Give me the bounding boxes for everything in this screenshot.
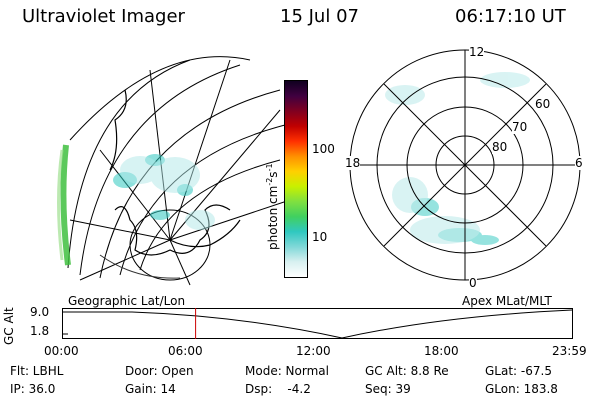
colorbar-unit-label: photon cm-2s-1 bbox=[265, 163, 280, 250]
polar-aurora-patch bbox=[471, 235, 499, 245]
limb-glow-outer bbox=[57, 149, 64, 261]
alt-ytick-1.8: 1.8 bbox=[30, 324, 50, 338]
alt-ytick-9: 9.0 bbox=[30, 305, 50, 319]
polar-diagonal bbox=[383, 83, 547, 247]
limb-glow bbox=[60, 144, 71, 266]
geo-meridian bbox=[169, 239, 191, 286]
geo-panel-label: Geographic Lat/Lon bbox=[68, 294, 186, 308]
geographic-map bbox=[57, 56, 291, 286]
geo-meridian bbox=[79, 239, 171, 281]
polar-panel-label: Apex MLat/MLT bbox=[462, 294, 552, 308]
mlat-label-80: 80 bbox=[492, 140, 508, 154]
geo-limb bbox=[69, 56, 251, 141]
geo-lat-arc bbox=[67, 59, 191, 269]
glon-info: GLon: 183.8 bbox=[485, 382, 558, 396]
mode-info: Mode: Normal bbox=[245, 364, 329, 378]
mlat-label-70: 70 bbox=[512, 120, 528, 134]
colorbar bbox=[284, 80, 308, 278]
dsp-info: Dsp: -4.2 bbox=[245, 382, 311, 396]
time-label: 06:17:10 UT bbox=[455, 6, 566, 27]
alt-xtick-1800: 18:00 bbox=[424, 344, 459, 358]
mlt-label-0: 0 bbox=[469, 276, 477, 290]
glat-info: GLat: -67.5 bbox=[485, 364, 552, 378]
alt-xtick-0000: 00:00 bbox=[44, 344, 79, 358]
filter-info: Flt: LBHL bbox=[10, 364, 64, 378]
alt-axis-title: GC Alt bbox=[2, 307, 16, 345]
door-info: Door: Open bbox=[125, 364, 194, 378]
geo-meridian bbox=[69, 219, 171, 241]
geo-path bbox=[99, 254, 181, 279]
mlt-label-12: 12 bbox=[469, 45, 485, 59]
geo-lat-arc bbox=[79, 64, 241, 276]
colorbar-tick-10: 10 bbox=[312, 230, 328, 244]
altitude-plot bbox=[62, 308, 573, 339]
mlt-label-18: 18 bbox=[345, 156, 361, 170]
gain-info: Gain: 14 bbox=[125, 382, 176, 396]
geo-meridian bbox=[169, 199, 291, 241]
instrument-title: Ultraviolet Imager bbox=[22, 6, 185, 27]
geo-lat-arc bbox=[139, 159, 281, 271]
geo-coastline bbox=[114, 204, 231, 256]
ip-info: IP: 36.0 bbox=[10, 382, 56, 396]
date-label: 15 Jul 07 bbox=[280, 6, 359, 27]
mlat-label-60: 60 bbox=[535, 97, 551, 111]
alt-curve bbox=[62, 309, 573, 339]
alt-xtick-0600: 06:00 bbox=[168, 344, 203, 358]
geo-coastline bbox=[109, 89, 127, 171]
alt-xtick-2359: 23:59 bbox=[552, 344, 587, 358]
polar-plot bbox=[349, 49, 581, 281]
geo-meridian bbox=[169, 59, 231, 241]
alt-plot-frame bbox=[62, 308, 573, 339]
geo-oval bbox=[129, 209, 211, 281]
alt-xtick-1200: 12:00 bbox=[296, 344, 331, 358]
mlt-label-6: 6 bbox=[575, 156, 583, 170]
geo-lat-arc bbox=[119, 124, 286, 276]
seq-info: Seq: 39 bbox=[365, 382, 411, 396]
colorbar-tick-100: 100 bbox=[312, 142, 335, 156]
gc-alt-info: GC Alt: 8.8 Re bbox=[365, 364, 449, 378]
